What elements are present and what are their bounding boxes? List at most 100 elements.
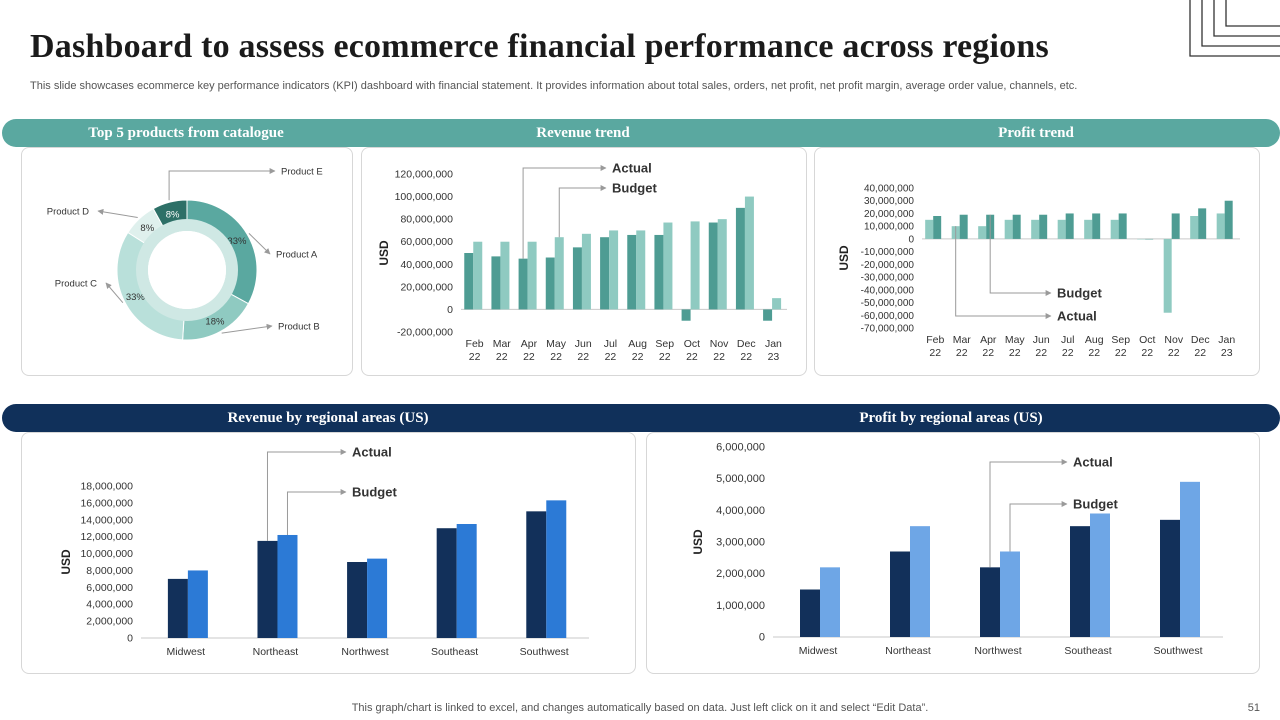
y-tick-label: 2,000,000 bbox=[716, 568, 765, 580]
y-tick-label: -20,000,000 bbox=[861, 260, 915, 271]
x-tick-label: Southeast bbox=[1064, 645, 1111, 657]
x-tick-label: Sep bbox=[655, 338, 674, 350]
y-tick-label: 4,000,000 bbox=[716, 505, 765, 517]
bar-actual bbox=[735, 207, 745, 310]
bar-budget bbox=[636, 230, 646, 310]
bar-budget bbox=[554, 237, 564, 310]
x-tick-label: Dec bbox=[1191, 334, 1210, 346]
y-tick-label: 0 bbox=[447, 304, 453, 316]
bar-actual bbox=[708, 222, 718, 310]
bar-budget bbox=[1224, 200, 1233, 239]
x-tick-label: Northwest bbox=[974, 645, 1021, 657]
slice-category-label: Product C bbox=[55, 279, 97, 290]
slice-data-label: 8% bbox=[140, 223, 154, 234]
x-tick-label: Sep bbox=[1111, 334, 1130, 346]
top-section-band: Top 5 products from catalogue Revenue tr… bbox=[2, 119, 1280, 147]
corner-decoration bbox=[1189, 0, 1280, 57]
bar-budget bbox=[546, 500, 567, 638]
callout-line bbox=[1009, 501, 1068, 552]
x-tick-label: 22 bbox=[740, 351, 752, 363]
x-tick-label: 22 bbox=[550, 351, 562, 363]
callout-label: Actual bbox=[1073, 455, 1113, 470]
y-axis-label: USD bbox=[691, 529, 705, 555]
products-donut-chart[interactable]: 33% Product A 18% Product B 33% Product C 8% Pr… bbox=[22, 148, 354, 377]
top-products-heading: Top 5 products from catalogue bbox=[88, 125, 284, 141]
bar-budget bbox=[1118, 213, 1127, 239]
bar-actual bbox=[257, 540, 278, 638]
bar-budget bbox=[772, 298, 782, 310]
slice-leader-line bbox=[221, 323, 273, 334]
slice-data-label: 33% bbox=[126, 292, 146, 303]
slice-leader-line bbox=[97, 208, 138, 219]
callout-line bbox=[989, 459, 1068, 568]
x-tick-label: Northwest bbox=[341, 646, 388, 658]
y-axis-label: USD bbox=[59, 549, 73, 575]
y-tick-label: 80,000,000 bbox=[400, 214, 453, 226]
y-tick-label: 60,000,000 bbox=[400, 236, 453, 248]
slice-category-label: Product D bbox=[47, 207, 89, 218]
bar-budget bbox=[1090, 513, 1110, 637]
y-tick-label: 0 bbox=[908, 234, 914, 245]
x-tick-label: May bbox=[1005, 334, 1026, 346]
bar-budget bbox=[910, 526, 930, 637]
x-tick-label: Jul bbox=[1061, 334, 1074, 346]
y-tick-label: -60,000,000 bbox=[861, 311, 915, 322]
profit-trend-chart[interactable]: -70,000,000 -60,000,000 -50,000,000 -40,000… bbox=[815, 148, 1261, 377]
bar-budget bbox=[1000, 551, 1020, 637]
page-number: 51 bbox=[1247, 702, 1260, 714]
revenue-trend-panel: -20,000,000 0 20,000,000 40,000,000 60,000,0… bbox=[361, 147, 807, 376]
callout-label: Budget bbox=[612, 181, 657, 196]
bar-actual bbox=[1084, 219, 1093, 239]
x-tick-label: 22 bbox=[686, 351, 698, 363]
x-tick-label: Feb bbox=[466, 338, 484, 350]
x-tick-label: 22 bbox=[1062, 347, 1074, 359]
donut-hole bbox=[148, 231, 226, 309]
x-tick-label: 22 bbox=[956, 347, 968, 359]
y-tick-label: 20,000,000 bbox=[400, 281, 453, 293]
bar-actual bbox=[1160, 519, 1180, 637]
profit-regional-chart[interactable]: 0 1,000,000 2,000,000 3,000,000 4,000,000 5,0… bbox=[647, 433, 1261, 675]
profit-trend-heading: Profit trend bbox=[998, 125, 1074, 141]
bar-budget bbox=[1092, 213, 1101, 239]
x-tick-label: 22 bbox=[632, 351, 644, 363]
y-tick-label: 30,000,000 bbox=[864, 196, 914, 207]
x-tick-label: 22 bbox=[713, 351, 725, 363]
bar-actual bbox=[600, 237, 610, 310]
y-axis-label: USD bbox=[377, 240, 391, 266]
slice-category-label: Product E bbox=[281, 167, 323, 178]
slice-data-label: 33% bbox=[227, 236, 247, 247]
y-tick-label: 3,000,000 bbox=[716, 537, 765, 549]
y-tick-label: 100,000,000 bbox=[395, 191, 454, 203]
bar-actual bbox=[1070, 526, 1090, 637]
slice-leader-line bbox=[248, 232, 271, 255]
x-tick-label: Northeast bbox=[253, 646, 299, 658]
revenue-regional-chart[interactable]: 0 2,000,000 4,000,000 6,000,000 8,000,000 10,… bbox=[22, 433, 637, 675]
x-tick-label: Aug bbox=[628, 338, 647, 350]
bar-actual bbox=[491, 256, 501, 310]
bar-budget bbox=[367, 558, 388, 638]
bar-budget bbox=[456, 524, 477, 638]
x-tick-label: 22 bbox=[1088, 347, 1100, 359]
bar-budget bbox=[581, 233, 591, 310]
x-tick-label: 22 bbox=[982, 347, 994, 359]
revenue-trend-chart[interactable]: -20,000,000 0 20,000,000 40,000,000 60,000,0… bbox=[362, 148, 808, 377]
bar-actual bbox=[1057, 219, 1066, 239]
slice-category-label: Product B bbox=[278, 322, 320, 333]
x-tick-label: 22 bbox=[1115, 347, 1127, 359]
slice-leader-line bbox=[105, 282, 124, 304]
bar-actual bbox=[800, 589, 820, 637]
y-tick-label: 10,000,000 bbox=[864, 222, 914, 233]
bar-actual bbox=[572, 247, 582, 310]
bar-budget bbox=[1039, 214, 1048, 239]
bar-actual bbox=[545, 257, 555, 310]
bar-actual bbox=[681, 309, 691, 321]
callout-label: Budget bbox=[1073, 497, 1118, 512]
x-tick-label: Dec bbox=[737, 338, 756, 350]
bar-budget bbox=[1171, 213, 1180, 239]
bar-actual bbox=[1137, 238, 1146, 240]
y-tick-label: 0 bbox=[127, 633, 133, 645]
bar-budget bbox=[1065, 213, 1074, 239]
y-tick-label: 0 bbox=[759, 632, 765, 644]
x-tick-label: 23 bbox=[768, 351, 780, 363]
bar-budget bbox=[187, 570, 208, 638]
